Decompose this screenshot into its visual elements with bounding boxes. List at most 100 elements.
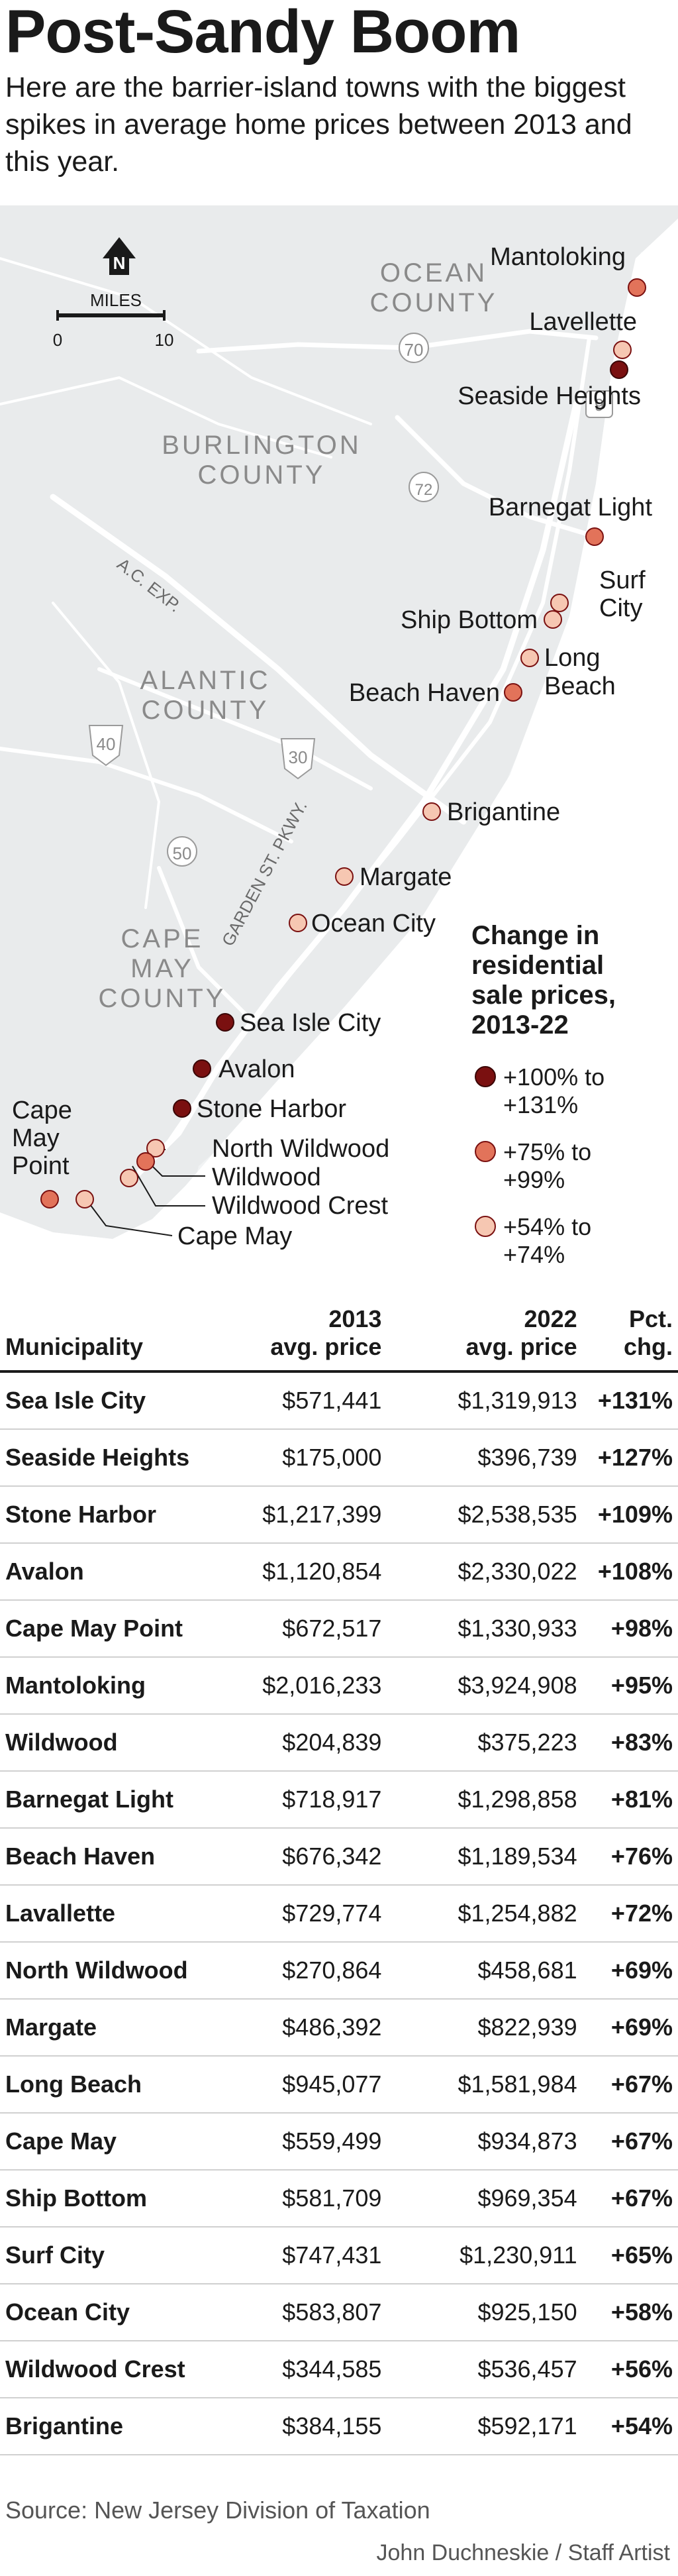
marker-seaside-heights <box>610 360 628 379</box>
price-2013-cell: $204,839 <box>221 1714 387 1772</box>
svg-text:residential: residential <box>471 951 604 980</box>
shield-50: 50 <box>167 836 197 867</box>
legend-swatch-mid <box>475 1141 496 1162</box>
marker-margate <box>335 867 354 886</box>
svg-text:+54% to: +54% to <box>503 1213 591 1240</box>
label-stone-harbor: Stone Harbor <box>197 1095 346 1123</box>
svg-text:72: 72 <box>415 481 433 499</box>
marker-north-wildwood <box>146 1139 165 1157</box>
svg-text:0: 0 <box>53 330 62 350</box>
artist-credit: John Duchneskie / Staff Artist <box>376 2540 671 2565</box>
pct-change-cell: +76% <box>582 1828 678 1886</box>
shield-30: 30 <box>280 738 316 780</box>
shield-40: 40 <box>88 725 124 767</box>
price-2013-cell: $945,077 <box>221 2056 387 2114</box>
road-minor-2 <box>0 376 332 458</box>
price-2022-cell: $1,298,858 <box>387 1771 583 1829</box>
label-long: Long <box>544 644 601 672</box>
legend-swatch-high <box>475 1066 496 1087</box>
municipality-cell: Wildwood <box>0 1714 222 1772</box>
label-brigantine: Brigantine <box>447 798 560 826</box>
route-shields: 70 9 72 40 30 50 <box>88 333 613 867</box>
town-markers: Mantoloking Lavellette Seaside Heights B… <box>12 243 652 1250</box>
price-2013-cell: $676,342 <box>221 1828 387 1886</box>
label-sea-isle-city: Sea Isle City <box>240 1009 381 1037</box>
shield-72: 72 <box>409 472 439 502</box>
table-row: Cape May $559,499 $934,873 +67% <box>0 2113 678 2171</box>
label-mantoloking: Mantoloking <box>490 243 626 271</box>
pct-change-cell: +65% <box>582 2227 678 2284</box>
county-ocean-2: COUNTY <box>370 288 498 317</box>
price-2022-cell: $1,581,984 <box>387 2056 583 2114</box>
price-2013-cell: $175,000 <box>221 1429 387 1487</box>
municipality-cell: Avalon <box>0 1543 222 1601</box>
price-2013-cell: $571,441 <box>221 1371 387 1430</box>
table-header-row: Municipality 2013 avg. price 2022 avg. pri… <box>0 1301 678 1373</box>
svg-text:+100% to: +100% to <box>503 1063 605 1091</box>
label-avalon: Avalon <box>218 1055 295 1083</box>
municipality-cell: Margate <box>0 1999 222 2057</box>
pct-change-cell: +98% <box>582 1600 678 1658</box>
svg-text:+131%: +131% <box>503 1091 578 1118</box>
municipality-cell: Cape May <box>0 2113 222 2171</box>
county-ocean-1: OCEAN <box>380 258 487 288</box>
table-row: Cape May Point $672,517 $1,330,933 +98% <box>0 1600 678 1658</box>
label-wildwood: Wildwood <box>212 1163 321 1191</box>
north-arrow-icon: N <box>103 237 136 275</box>
county-atlantic-2: COUNTY <box>142 696 269 725</box>
svg-text:50: 50 <box>173 843 192 863</box>
marker-ship-bottom <box>544 610 562 629</box>
scale-bar: MILES 0 10 <box>53 290 174 350</box>
svg-text:+74%: +74% <box>503 1241 565 1268</box>
marker-stone-harbor <box>173 1099 191 1118</box>
pct-change-cell: +127% <box>582 1429 678 1487</box>
price-table: Municipality 2013 avg. price 2022 avg. pri… <box>0 1301 678 2455</box>
header-2013: 2013 avg. price <box>221 1301 387 1373</box>
pct-change-cell: +108% <box>582 1543 678 1601</box>
svg-text:70: 70 <box>405 340 424 360</box>
marker-barnegat-light <box>585 527 604 546</box>
pct-change-cell: +109% <box>582 1486 678 1544</box>
price-2022-cell: $925,150 <box>387 2284 583 2341</box>
price-2022-cell: $822,939 <box>387 1999 583 2057</box>
label-beach-haven: Beach Haven <box>349 679 500 707</box>
price-2022-cell: $375,223 <box>387 1714 583 1772</box>
svg-text:sale prices,: sale prices, <box>471 981 616 1010</box>
map: 70 9 72 40 30 50 A.C. EXP. GARDEN ST. PK… <box>0 205 678 1292</box>
pct-change-cell: +83% <box>582 1714 678 1772</box>
price-2013-cell: $729,774 <box>221 1885 387 1943</box>
county-capemay-1: CAPE <box>121 924 204 953</box>
header-2022: 2022 avg. price <box>387 1301 583 1373</box>
marker-beach-haven <box>504 683 522 702</box>
price-2022-cell: $1,254,882 <box>387 1885 583 1943</box>
svg-text:2013-22: 2013-22 <box>471 1010 569 1040</box>
municipality-cell: Cape May Point <box>0 1600 222 1658</box>
label-cape-may: Cape May <box>177 1222 292 1250</box>
municipality-cell: Beach Haven <box>0 1828 222 1886</box>
price-2013-cell: $384,155 <box>221 2398 387 2455</box>
marker-wildwood <box>136 1152 155 1171</box>
marker-ocean-city <box>289 914 307 932</box>
municipality-cell: Wildwood Crest <box>0 2341 222 2398</box>
legend-swatch-low <box>475 1216 496 1237</box>
county-capemay-2: MAY <box>130 954 194 983</box>
pct-change-cell: +69% <box>582 1999 678 2057</box>
table-row: Sea Isle City $571,441 $1,319,913 +131% <box>0 1371 678 1430</box>
price-2022-cell: $592,171 <box>387 2398 583 2455</box>
svg-text:30: 30 <box>289 747 308 767</box>
municipality-cell: Long Beach <box>0 2056 222 2114</box>
label-city: City <box>599 594 642 622</box>
pct-change-cell: +67% <box>582 2113 678 2171</box>
marker-brigantine <box>422 802 441 821</box>
table-row: North Wildwood $270,864 $458,681 +69% <box>0 1942 678 2000</box>
price-2013-cell: $1,217,399 <box>221 1486 387 1544</box>
road-route-9 <box>164 336 591 1148</box>
marker-avalon <box>193 1059 211 1078</box>
marker-lavallette <box>613 341 632 359</box>
label-beach: Beach <box>544 672 616 700</box>
road-minor-3 <box>52 602 161 909</box>
municipality-cell: Ship Bottom <box>0 2170 222 2227</box>
municipality-cell: Barnegat Light <box>0 1771 222 1829</box>
marker-long-beach <box>520 649 539 667</box>
county-burlington-1: BURLINGTON <box>162 431 362 460</box>
